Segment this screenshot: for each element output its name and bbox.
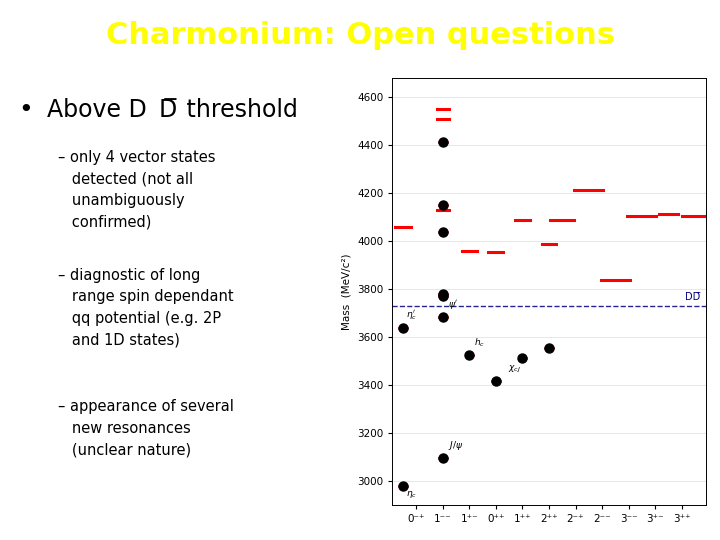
Text: $\chi_{cJ}$: $\chi_{cJ}$	[508, 364, 521, 375]
Text: D̅: D̅	[158, 98, 176, 123]
Text: $\eta_c$: $\eta_c$	[406, 489, 418, 500]
Text: •: •	[18, 98, 32, 123]
Y-axis label: Mass  (MeV/c²): Mass (MeV/c²)	[341, 253, 351, 330]
Text: $J/\psi$: $J/\psi$	[448, 438, 463, 451]
Text: $\eta_c'$: $\eta_c'$	[406, 308, 418, 322]
Text: – appearance of several
   new resonances
   (unclear nature): – appearance of several new resonances (…	[58, 399, 233, 457]
Text: DD̅: DD̅	[685, 292, 701, 302]
Text: $\psi'$: $\psi'$	[448, 298, 458, 310]
Text: Charmonium: Open questions: Charmonium: Open questions	[106, 21, 614, 50]
Text: $h_c$: $h_c$	[474, 336, 485, 349]
Text: – only 4 vector states
   detected (not all
   unambiguously
   confirmed): – only 4 vector states detected (not all…	[58, 150, 215, 230]
Text: Above D: Above D	[47, 98, 154, 123]
Text: – diagnostic of long
   range spin dependant
   qq potential (e.g. 2P
   and 1D : – diagnostic of long range spin dependan…	[58, 267, 233, 347]
Text: threshold: threshold	[179, 98, 297, 123]
